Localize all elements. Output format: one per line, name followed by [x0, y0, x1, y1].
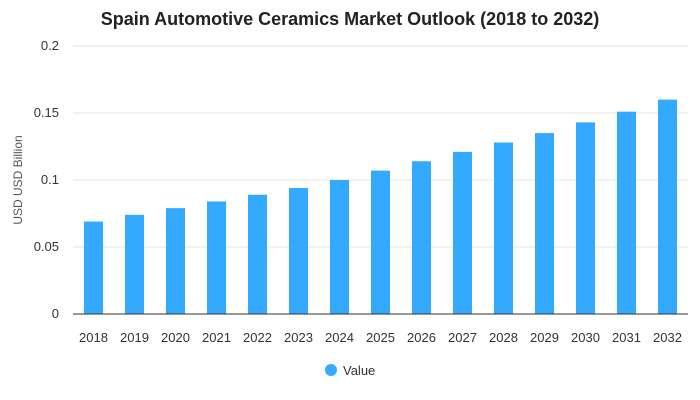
bars: [84, 99, 677, 314]
y-tick-label: 0.05: [34, 239, 59, 254]
bar-2029[interactable]: [535, 133, 554, 314]
x-tick-label: 2029: [530, 330, 559, 345]
y-tick-label: 0.2: [41, 38, 59, 53]
bar-2018[interactable]: [84, 221, 103, 314]
x-tick-labels: 2018 2019 2020 2021 2022 2023 2024 2025 2026 2027…: [79, 330, 682, 345]
x-tick-label: 2022: [243, 330, 272, 345]
y-axis-title: USD USD Billion: [11, 135, 25, 224]
bar-2030[interactable]: [576, 122, 595, 314]
y-tick-label: 0.1: [41, 172, 59, 187]
bar-2022[interactable]: [248, 194, 267, 314]
y-tick-label: 0.15: [34, 105, 59, 120]
x-tick-label: 2026: [407, 330, 436, 345]
bar-2028[interactable]: [494, 142, 513, 314]
x-tick-label: 2030: [571, 330, 600, 345]
bar-2024[interactable]: [330, 180, 349, 314]
x-tick-label: 2023: [284, 330, 313, 345]
bar-2021[interactable]: [207, 201, 226, 314]
x-tick-label: 2025: [366, 330, 395, 345]
x-tick-label: 2032: [653, 330, 682, 345]
legend-marker: [325, 364, 337, 376]
bar-2025[interactable]: [371, 170, 390, 314]
x-tick-label: 2020: [161, 330, 190, 345]
bar-2020[interactable]: [166, 208, 185, 314]
x-tick-label: 2021: [202, 330, 231, 345]
bar-2032[interactable]: [658, 99, 677, 314]
x-tick-label: 2024: [325, 330, 354, 345]
legend[interactable]: Value: [325, 363, 375, 378]
legend-label: Value: [343, 363, 375, 378]
bar-2031[interactable]: [617, 111, 636, 314]
x-tick-label: 2031: [612, 330, 641, 345]
x-tick-label: 2019: [120, 330, 149, 345]
bar-2026[interactable]: [412, 161, 431, 314]
bar-2019[interactable]: [125, 214, 144, 314]
y-tick-labels: 0 0.05 0.1 0.15 0.2: [34, 38, 59, 321]
x-tick-label: 2027: [448, 330, 477, 345]
y-tick-label: 0: [52, 306, 59, 321]
bar-2023[interactable]: [289, 188, 308, 314]
chart-title: Spain Automotive Ceramics Market Outlook…: [100, 9, 600, 29]
bar-2027[interactable]: [453, 151, 472, 314]
x-tick-label: 2018: [79, 330, 108, 345]
x-tick-label: 2028: [489, 330, 518, 345]
